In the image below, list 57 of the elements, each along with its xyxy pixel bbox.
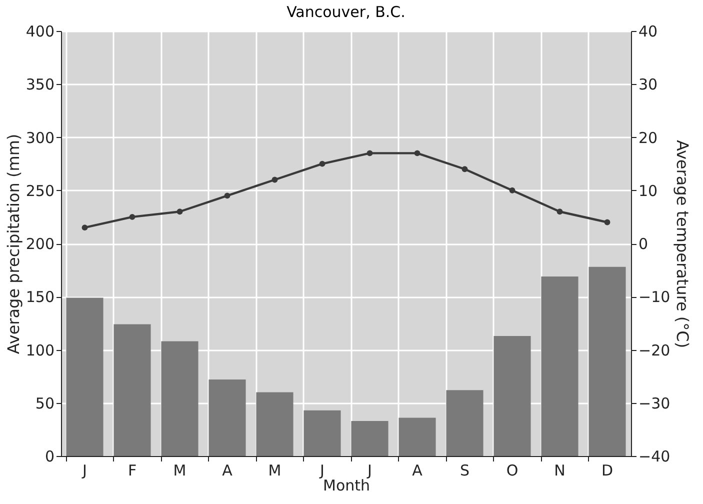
y-tick-label: 100 (26, 341, 54, 360)
y-tick-label: 150 (26, 288, 54, 306)
x-tick-label: S (460, 462, 470, 480)
y2-tick-label: 30 (638, 76, 658, 94)
y-tick-label: 350 (26, 76, 54, 94)
y2-tick-label: −20 (638, 341, 670, 360)
y2-tick-label: −40 (638, 448, 670, 466)
y-axis-title: Average precipitation (mm) (4, 134, 23, 354)
bar (588, 266, 626, 456)
x-tick-label: J (82, 462, 87, 480)
y2-tick-label: 20 (638, 128, 658, 147)
y-tick-label: 300 (26, 128, 54, 147)
point (604, 219, 610, 226)
bar (541, 276, 578, 456)
bar (161, 341, 198, 456)
y-tick-label: 200 (26, 235, 54, 253)
x-tick-label: M (268, 462, 282, 480)
y2-tick-label: −10 (638, 288, 670, 306)
y-tick-label: 400 (26, 22, 54, 40)
y2-tick-label: 0 (638, 235, 648, 253)
point (319, 160, 326, 167)
point (556, 208, 563, 215)
x-tick-label: O (506, 462, 518, 480)
x-tick-label: D (601, 462, 614, 480)
y-tick-label: 250 (26, 182, 54, 200)
x-tick-label: J (319, 462, 324, 480)
bar (304, 410, 341, 456)
point (366, 150, 373, 156)
y-tick-label: 0 (44, 448, 54, 466)
chart-title: Vancouver, B.C. (286, 3, 406, 21)
bar (351, 420, 388, 456)
y-tick-label: 50 (35, 394, 54, 412)
point (176, 208, 183, 215)
point (462, 166, 468, 172)
x-tick-label: F (128, 462, 137, 480)
point (414, 150, 420, 156)
y2-tick-label: 40 (638, 22, 658, 40)
bar (494, 336, 531, 456)
x-tick-label: A (412, 462, 424, 480)
x-tick-label: M (173, 462, 186, 480)
point (272, 176, 278, 183)
point (129, 214, 136, 220)
bar (208, 380, 246, 456)
y2-tick-label: −30 (638, 394, 670, 412)
point (224, 192, 230, 199)
bar (114, 324, 151, 456)
bar (398, 418, 436, 456)
bar (446, 390, 484, 456)
point (509, 187, 516, 194)
bar (66, 298, 104, 456)
point (82, 224, 88, 231)
x-tick-label: A (222, 462, 234, 480)
x-tick-label: J (366, 462, 372, 480)
x-tick-label: N (554, 462, 566, 480)
y2-axis-title: Average temperature (°C) (673, 140, 692, 348)
bar (256, 392, 294, 456)
y2-tick-label: 10 (638, 182, 658, 200)
